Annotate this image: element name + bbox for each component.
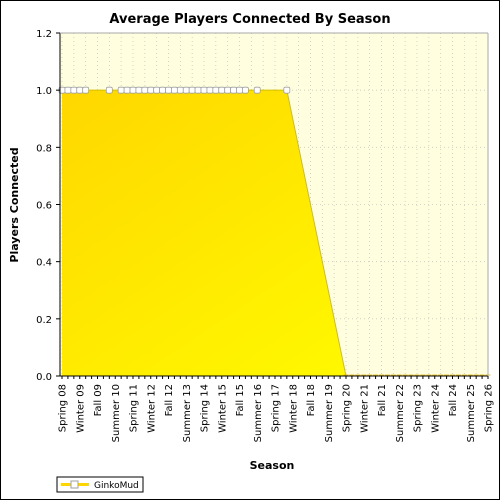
data-point-marker: [218, 86, 226, 94]
x-tick-label: Summer 16: [253, 384, 264, 442]
x-tick-label: Fall 21: [377, 384, 388, 416]
data-point-marker: [82, 86, 90, 94]
data-point-marker: [212, 86, 220, 94]
data-point-marker: [147, 86, 155, 94]
y-tick-label: 0.8: [36, 143, 52, 154]
y-axis-title: Players Connected: [8, 147, 21, 262]
x-ticks: Spring 08 Winter 09 Fall 09 Summer 10 Spring…: [58, 376, 495, 442]
data-point-marker: [230, 86, 237, 94]
y-tick-label: 0.6: [36, 201, 52, 212]
x-tick-label: Winter 24: [430, 384, 441, 433]
data-point-marker: [171, 86, 178, 94]
data-point-marker: [70, 86, 78, 94]
data-point-marker: [224, 86, 232, 94]
data-point-marker: [253, 86, 261, 94]
y-tick-label: 0.4: [36, 258, 52, 269]
data-point-marker: [135, 86, 143, 94]
x-tick-label: Summer 13: [182, 384, 193, 442]
x-tick-label: Spring 17: [271, 384, 282, 432]
data-point-marker: [182, 86, 190, 94]
x-tick-label: Summer 19: [324, 384, 335, 442]
x-tick-label: Fall 24: [448, 384, 459, 416]
x-tick-label: Summer 10: [111, 384, 122, 442]
data-point-marker: [141, 86, 149, 94]
x-tick-label: Fall 15: [235, 384, 246, 416]
x-tick-label: Winter 09: [75, 384, 86, 433]
data-point-marker: [176, 86, 184, 94]
legend-label-ginkomud: GinkoMud: [94, 481, 139, 491]
data-point-marker: [206, 86, 214, 94]
data-point-marker: [283, 86, 291, 94]
x-tick-label: Fall 09: [93, 384, 104, 416]
data-point-marker: [188, 86, 196, 94]
x-tick-label: Spring 08: [58, 384, 69, 432]
x-tick-label: Fall 18: [306, 384, 317, 416]
data-point-marker: [194, 86, 202, 94]
chart-title: Average Players Connected By Season: [109, 12, 390, 27]
x-tick-label: Winter 21: [359, 384, 370, 433]
y-tick-label: 0.0: [36, 372, 52, 383]
x-tick-label: Spring 23: [413, 384, 424, 432]
x-tick-label: Summer 22: [395, 384, 406, 442]
data-point-marker: [236, 86, 243, 94]
x-tick-label: Fall 12: [164, 384, 175, 416]
data-point-marker: [200, 86, 208, 94]
x-tick-label: Spring 20: [342, 384, 353, 432]
y-tick-label: 1.2: [36, 29, 52, 40]
legend: GinkoMud: [56, 476, 144, 493]
legend-swatch-marker: [70, 480, 79, 489]
series-area-ginkomud: [62, 90, 488, 377]
x-tick-label: Summer 25: [466, 384, 477, 442]
data-point-marker: [129, 86, 137, 94]
data-point-marker: [76, 86, 84, 94]
x-tick-label: Spring 14: [200, 384, 211, 432]
data-point-marker: [165, 86, 172, 94]
y-tick-label: 0.2: [36, 315, 52, 326]
y-ticks: 0.0 0.2 0.4 0.6 0.8 1.0 1.2: [36, 29, 60, 383]
y-tick-label: 1.0: [36, 86, 52, 97]
x-tick-label: Winter 18: [288, 384, 299, 433]
data-point-marker: [117, 86, 125, 94]
data-point-marker: [64, 86, 72, 94]
data-point-marker: [242, 86, 249, 94]
x-tick-label: Winter 12: [146, 384, 157, 433]
x-tick-label: Spring 11: [129, 384, 140, 432]
x-axis-title: Season: [250, 459, 295, 472]
x-tick-label: Winter 15: [217, 384, 228, 433]
data-point-marker: [105, 86, 113, 94]
data-point-marker: [159, 86, 166, 94]
data-point-marker: [123, 86, 131, 94]
data-point-marker: [153, 86, 161, 94]
x-tick-label: Spring 26: [484, 384, 495, 432]
